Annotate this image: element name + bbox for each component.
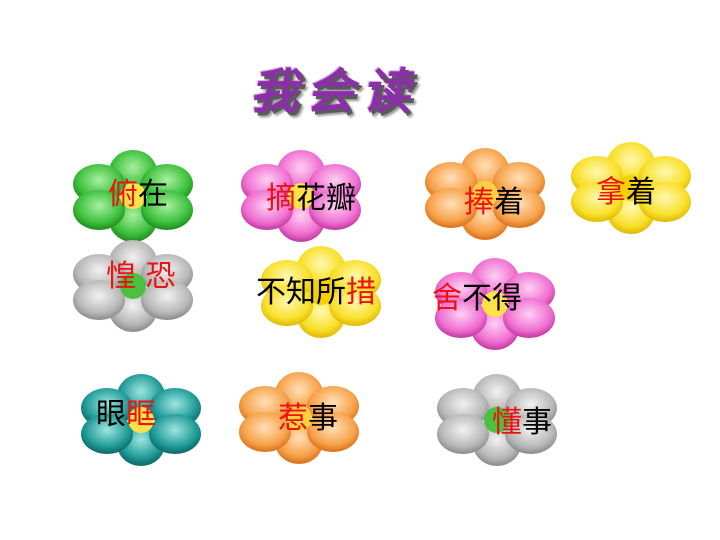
flower-icon xyxy=(73,150,193,242)
flower-icon xyxy=(239,372,359,464)
petal xyxy=(261,286,313,326)
highlight-char: 惶 恐 xyxy=(106,259,176,294)
highlight-char: 懂 xyxy=(492,405,522,440)
word-label: 摘花瓣 xyxy=(266,182,356,216)
slide-title: 我会读 xyxy=(250,52,490,122)
flower-icon xyxy=(73,240,193,332)
normal-char: 着 xyxy=(494,185,524,220)
word-label: 惶 恐 xyxy=(106,260,176,294)
petal xyxy=(81,414,133,454)
flower-icon xyxy=(81,374,201,466)
flower-center xyxy=(482,291,508,317)
word-label: 拿着 xyxy=(596,176,656,210)
petal xyxy=(493,188,545,228)
highlight-char: 眶 xyxy=(126,397,156,432)
normal-char: 着 xyxy=(626,175,656,210)
petal xyxy=(329,286,381,326)
flower-icon xyxy=(241,150,361,242)
normal-char: 不知所 xyxy=(256,275,346,310)
petal xyxy=(73,280,125,320)
petal xyxy=(505,414,557,454)
petal xyxy=(503,298,555,338)
word-label: 俯在 xyxy=(108,178,168,212)
flower-center xyxy=(472,181,498,207)
flower-center xyxy=(120,273,146,299)
flower-center xyxy=(618,175,644,201)
flower-center xyxy=(308,279,334,305)
flower-icon xyxy=(437,374,557,466)
highlight-char: 俯 xyxy=(108,177,138,212)
highlight-char: 惹 xyxy=(278,401,308,436)
title-text: 我会读 xyxy=(250,64,419,120)
normal-char: 不得 xyxy=(462,281,522,316)
word-label: 眼眶 xyxy=(96,398,156,432)
petal xyxy=(309,190,361,230)
highlight-char: 摘 xyxy=(266,181,296,216)
word-label: 懂事 xyxy=(492,406,552,440)
flower-icon xyxy=(425,148,545,240)
normal-char: 花瓣 xyxy=(296,181,356,216)
flower-center xyxy=(128,407,154,433)
normal-char: 眼 xyxy=(96,397,126,432)
highlight-char: 舍 xyxy=(432,281,462,316)
petal xyxy=(437,414,489,454)
normal-char: 在 xyxy=(138,177,168,212)
flower-icon xyxy=(261,246,381,338)
petal xyxy=(73,190,125,230)
highlight-char: 捧 xyxy=(464,185,494,220)
petal xyxy=(639,182,691,222)
flower-center xyxy=(286,405,312,431)
petal xyxy=(141,280,193,320)
highlight-char: 拿 xyxy=(596,175,626,210)
flower-center xyxy=(484,407,510,433)
flower-icon xyxy=(571,142,691,234)
word-label: 不知所措 xyxy=(256,276,376,310)
petal xyxy=(307,412,359,452)
normal-char: 事 xyxy=(522,405,552,440)
word-label: 舍不得 xyxy=(432,282,522,316)
flower-center xyxy=(288,183,314,209)
flower-icon xyxy=(435,258,555,350)
petal xyxy=(239,412,291,452)
petal xyxy=(571,182,623,222)
normal-char: 事 xyxy=(308,401,338,436)
petal xyxy=(425,188,477,228)
petal xyxy=(149,414,201,454)
word-label: 惹事 xyxy=(278,402,338,436)
petal xyxy=(141,190,193,230)
petal xyxy=(435,298,487,338)
highlight-char: 措 xyxy=(346,275,376,310)
word-label: 捧着 xyxy=(464,186,524,220)
petal xyxy=(241,190,293,230)
flower-center xyxy=(120,183,146,209)
